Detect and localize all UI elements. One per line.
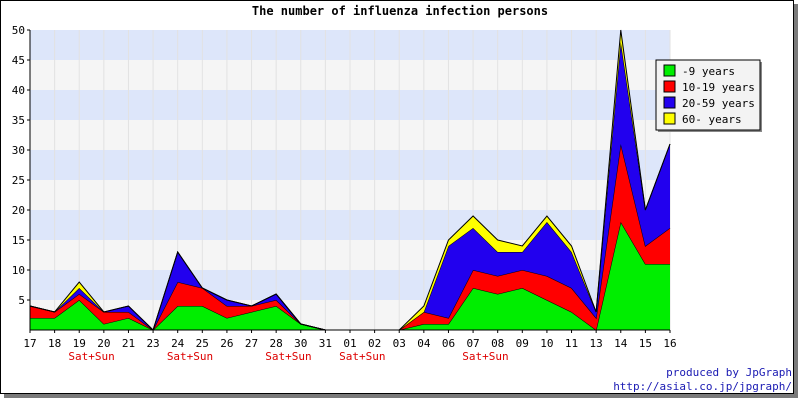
x-tick-label: 16 [663,337,676,350]
weekend-label: Sat+Sun [265,350,311,363]
x-tick-label: 21 [122,337,135,350]
y-tick-label: 10 [12,264,25,277]
legend-swatch [663,80,676,93]
y-tick-label: 45 [12,54,25,67]
x-tick-label: 02 [368,337,381,350]
x-tick-label: 17 [23,337,36,350]
legend-label: 10-19 years [682,81,755,94]
legend-label: -9 years [682,65,735,78]
x-tick-label: 28 [270,337,283,350]
x-tick-label: 20 [97,337,110,350]
weekend-label: Sat+Sun [339,350,385,363]
x-tick-label: 01 [343,337,356,350]
legend: -9 years 10-19 years 20-59 years 60- years [655,59,762,132]
x-tick-label: 27 [245,337,258,350]
area-series-1 [30,144,670,330]
weekend-label: Sat+Sun [167,350,213,363]
x-tick-label: 14 [614,337,628,350]
x-tick-label: 26 [220,337,233,350]
y-tick-label: 20 [12,204,25,217]
area-series-0 [30,222,670,330]
x-tick-label: 30 [294,337,307,350]
legend-label: 60- years [682,113,742,126]
x-tick-label: 23 [146,337,159,350]
x-tick-label: 09 [516,337,529,350]
x-tick-label: 15 [639,337,652,350]
legend-label: 20-59 years [682,97,755,110]
x-tick-label: 07 [466,337,479,350]
x-tick-label: 11 [565,337,578,350]
chart-title: The number of influenza infection person… [251,4,549,18]
legend-swatch [663,112,676,125]
x-tick-label: 10 [540,337,553,350]
credits-producer: produced by JpGraph [666,366,792,379]
area-series-2 [30,42,670,330]
credits: produced by JpGraph http://asial.co.jp/j… [613,366,792,394]
axes: 5 10 15 20 25 30 35 40 45 50 17 18 19 20 21 23 24 25 26 27 2… [12,24,677,363]
x-tick-label: 25 [196,337,209,350]
y-tick-label: 5 [18,294,25,307]
x-tick-label: 03 [393,337,406,350]
y-tick-label: 15 [12,234,25,247]
x-tick-label: 18 [48,337,61,350]
credits-url[interactable]: http://asial.co.jp/jpgraph/ [613,380,792,393]
weekend-label: Sat+Sun [462,350,508,363]
x-tick-label: 13 [590,337,603,350]
weekend-label: Sat+Sun [68,350,114,363]
y-tick-label: 25 [12,174,25,187]
y-tick-label: 35 [12,114,25,127]
y-tick-label: 50 [12,24,25,37]
x-tick-label: 31 [319,337,332,350]
legend-swatch [663,64,676,77]
legend-swatch [663,96,676,109]
y-tick-label: 40 [12,84,25,97]
x-tick-label: 06 [442,337,455,350]
y-tick-label: 30 [12,144,25,157]
x-tick-label: 19 [73,337,86,350]
x-tick-label: 24 [171,337,185,350]
x-tick-label: 04 [417,337,431,350]
x-tick-label: 08 [491,337,504,350]
